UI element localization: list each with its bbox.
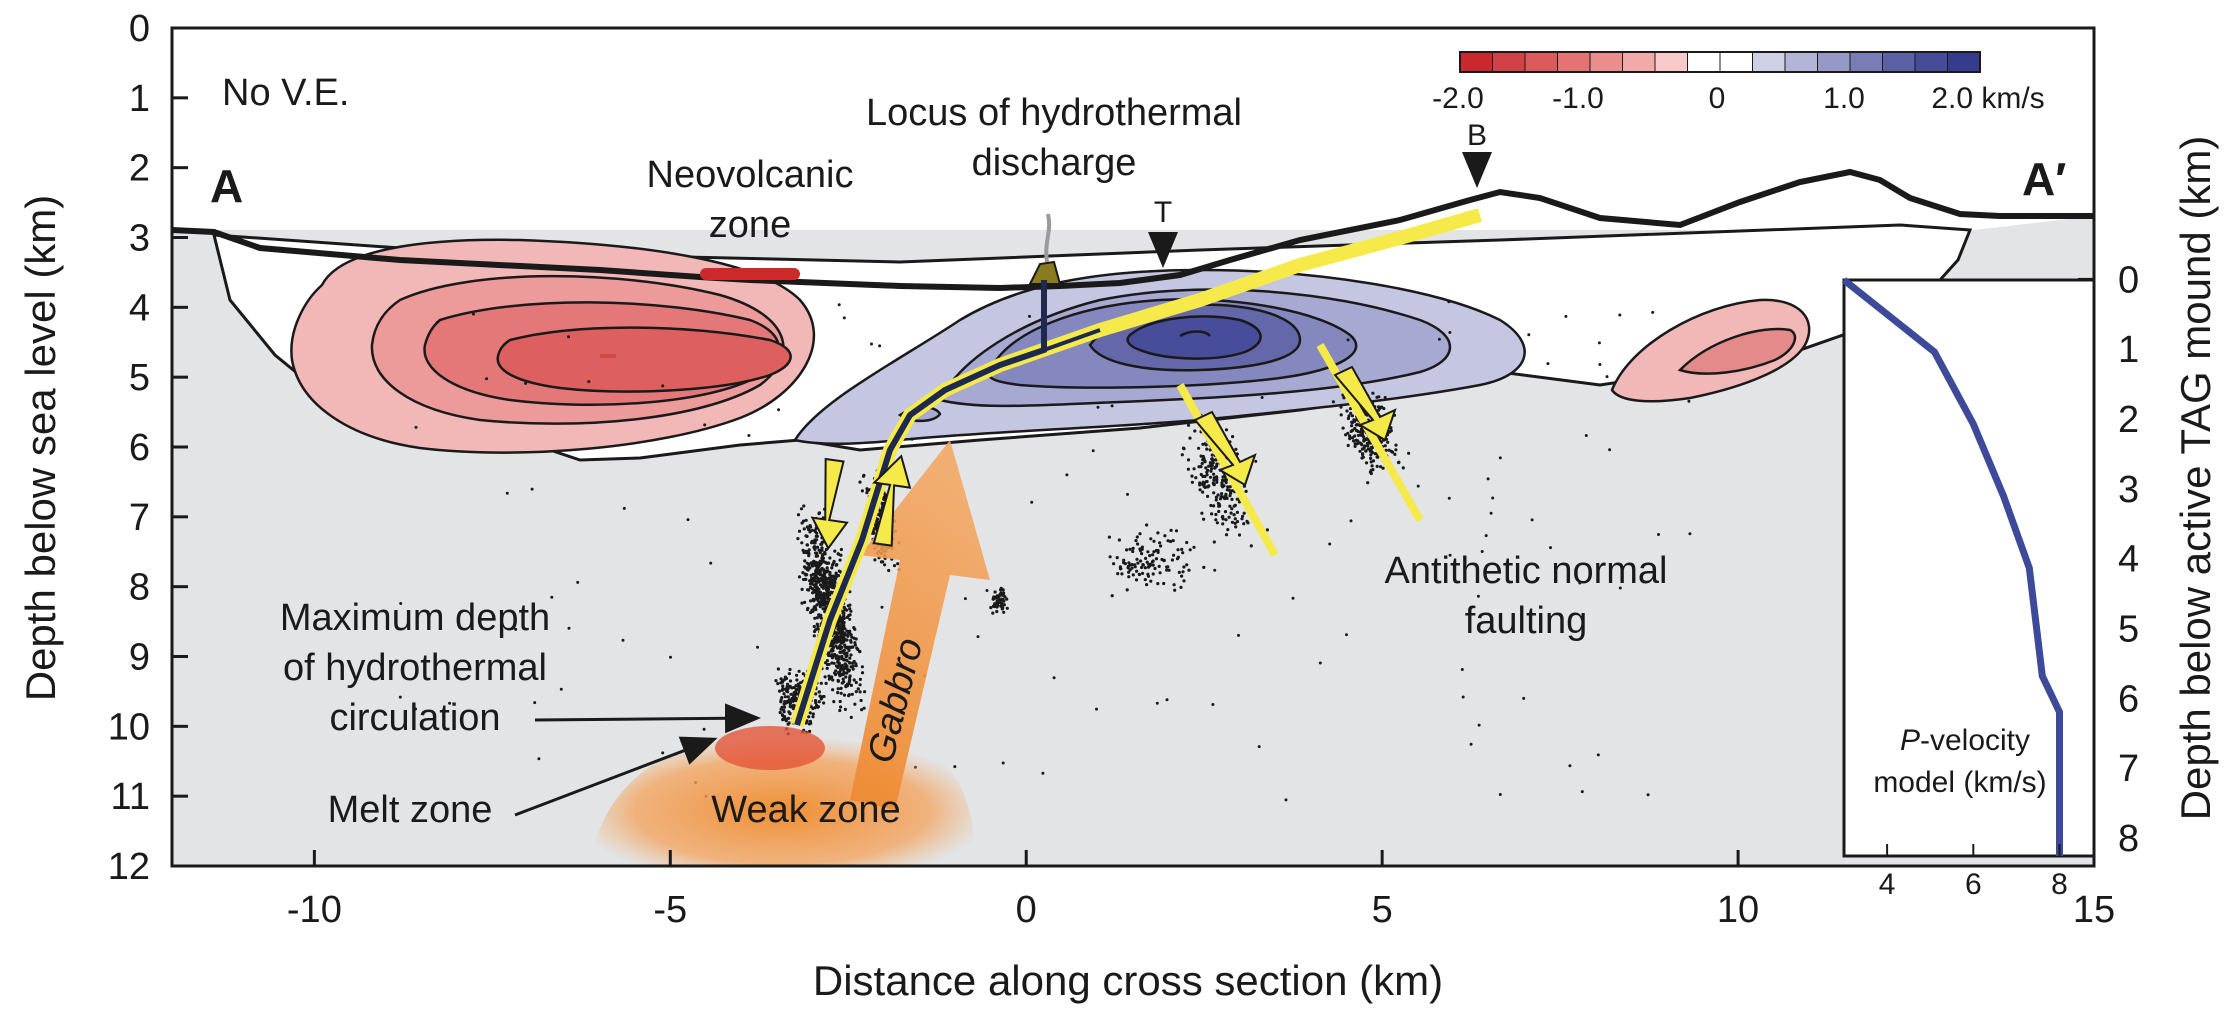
colorbar-swatch	[1850, 52, 1883, 72]
inset-tick-label: 8	[2051, 868, 2068, 901]
neovolcanic-zone-bar	[700, 268, 800, 280]
colorbar-swatch	[1785, 52, 1818, 72]
vertical-exaggeration-note: No V.E.	[222, 72, 349, 114]
y-left-tick-label: 6	[129, 427, 150, 469]
melt-zone-region	[715, 726, 825, 770]
inset-tick-label: 4	[1879, 868, 1896, 901]
colorbar-swatch	[1947, 52, 1981, 72]
marker-b-label: B	[1467, 119, 1487, 152]
neovolcanic-label-line2: zone	[709, 204, 791, 246]
y-right-tick-label: 5	[2118, 609, 2139, 651]
colorbar-label: 0	[1709, 82, 1726, 115]
colorbar-label: -2.0	[1432, 82, 1484, 115]
y-left-tick-label: 0	[129, 8, 150, 50]
y-left-tick-label: 3	[129, 218, 150, 260]
inset-tick-label: 6	[1965, 868, 1982, 901]
x-axis-label: Distance along cross section (km)	[813, 957, 1443, 1004]
y-left-tick-label: 7	[129, 497, 150, 539]
inset-title-line1: P-velocity	[1900, 724, 2030, 757]
panel-label-a: A	[210, 160, 243, 212]
y-axis-right-ticks: 0 1 2 3 4 5 6 7 8	[2078, 259, 2139, 860]
inset-velocity-profile	[1841, 277, 2063, 856]
seafloor-profile	[172, 168, 2094, 292]
tag-mound	[1028, 260, 1062, 285]
inset-x-ticks: 4 6 8	[1879, 844, 2068, 901]
y-right-tick-label: 6	[2118, 678, 2139, 720]
max-depth-label-line3: circulation	[329, 697, 500, 739]
colorbar-swatch	[1720, 52, 1753, 72]
colorbar-swatch	[1655, 52, 1688, 72]
colorbar-swatch	[1752, 52, 1786, 72]
max-depth-label-line2: of hydrothermal	[283, 647, 547, 689]
colorbar-label: 2.0 km/s	[1931, 82, 2044, 115]
x-tick-label: 5	[1372, 889, 1393, 931]
x-axis-ticks: -10 -5 0 5 10 15	[287, 850, 2115, 931]
y-axis-left-label: Depth below sea level (km)	[17, 195, 64, 702]
y-left-tick-label: 11	[111, 776, 150, 818]
colorbar-swatch	[1882, 52, 1916, 72]
detachment-slip-arrows	[810, 454, 912, 551]
y-right-tick-label: 2	[2118, 399, 2139, 441]
antithetic-label-line2: faulting	[1465, 600, 1588, 642]
y-left-tick-label: 4	[129, 287, 150, 329]
weak-zone-label: Weak zone	[711, 789, 900, 831]
y-right-tick-label: 0	[2118, 259, 2139, 301]
colorbar-tick-labels: -2.0 -1.0 0 1.0 2.0 km/s	[1432, 82, 2045, 115]
x-tick-label: -10	[287, 889, 342, 931]
colorbar-swatch	[1492, 52, 1526, 72]
y-axis-right-label: Depth below active TAG mound (km)	[2172, 136, 2219, 821]
colorbar-swatch	[1557, 52, 1591, 72]
inset-title-line2: model (km/s)	[1873, 766, 2046, 799]
x-tick-label: 0	[1016, 889, 1037, 931]
y-right-tick-label: 3	[2118, 469, 2139, 511]
colorbar-swatch	[1460, 52, 1493, 72]
y-left-tick-label: 1	[129, 78, 150, 120]
fault-upper-segment	[1043, 328, 1101, 352]
colorbar-swatch	[1590, 52, 1623, 72]
y-left-tick-label: 10	[108, 706, 150, 748]
x-tick-label: 15	[2073, 889, 2115, 931]
y-left-tick-label: 2	[129, 148, 150, 190]
y-right-tick-label: 7	[2118, 748, 2139, 790]
y-left-tick-label: 5	[129, 357, 150, 399]
locus-label-line1: Locus of hydrothermal	[866, 92, 1242, 134]
locus-label-line2: discharge	[972, 142, 1137, 184]
panel-label-a-prime: A′	[2022, 153, 2066, 205]
negative-velocity-anomaly	[290, 238, 816, 454]
section-body	[172, 28, 2094, 866]
colorbar-swatch	[1817, 52, 1851, 72]
colorbar-swatch	[1622, 52, 1656, 72]
colorbar-swatch	[1915, 52, 1948, 72]
detachment-fault-line	[794, 280, 1047, 726]
y-left-tick-label: 12	[108, 846, 150, 888]
y-right-tick-label: 4	[2118, 539, 2139, 581]
colorbar-label: -1.0	[1552, 82, 1604, 115]
melt-zone-label: Melt zone	[328, 789, 493, 831]
y-right-tick-label: 8	[2118, 818, 2139, 860]
positive-velocity-anomaly	[793, 268, 1526, 446]
x-tick-label: 10	[1717, 889, 1759, 931]
inset-frame	[1842, 278, 2096, 858]
colorbar-label: 1.0	[1823, 82, 1865, 115]
y-left-tick-label: 9	[129, 637, 150, 679]
melt-zone-arrow	[514, 736, 718, 817]
y-left-tick-label: 8	[129, 567, 150, 609]
colorbar-swatch	[1687, 52, 1721, 72]
y-right-tick-label: 1	[2118, 329, 2139, 371]
p-velocity-inset: P-velocity model (km/s) 4 6 8	[1841, 277, 2096, 901]
velocity-colorbar	[1459, 51, 1981, 73]
x-tick-label: -5	[653, 889, 687, 931]
max-depth-arrow	[534, 703, 761, 734]
discharge-plume	[1044, 213, 1052, 263]
negative-anomaly-right	[1610, 298, 1811, 403]
max-depth-label-line1: Maximum depth	[280, 597, 550, 639]
antithetic-label-line1: Antithetic normal	[1384, 550, 1667, 592]
marker-t-label: T	[1154, 196, 1172, 229]
neovolcanic-label-line1: Neovolcanic	[647, 154, 854, 196]
colorbar-swatch	[1525, 52, 1558, 72]
antithetic-faults	[1176, 343, 1424, 557]
